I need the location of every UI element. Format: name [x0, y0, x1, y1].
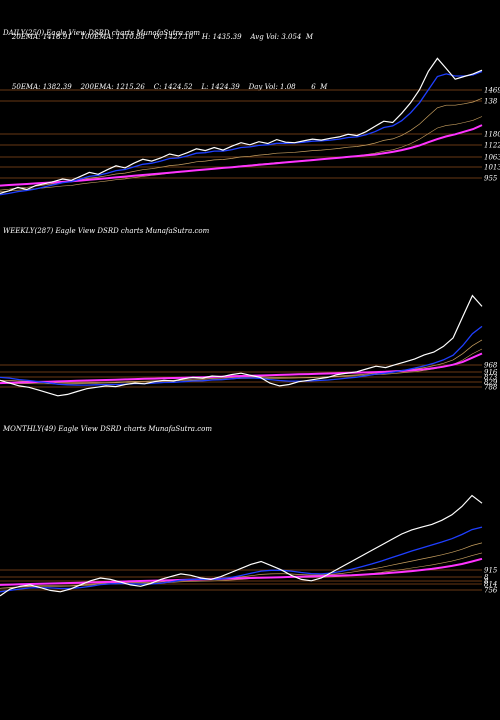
- daily-level-label: 1013: [484, 164, 500, 172]
- stat-day-vol: Day Vol: 1.08 6 M: [248, 83, 328, 91]
- daily-level-label: 1063: [484, 154, 500, 162]
- monthly-level-label: 814: [484, 581, 497, 589]
- stats-row-2: 50EMA: 1382.39 200EMA: 1215.26 C: 1424.5…: [3, 72, 327, 102]
- stat-high: H: 1435.39: [201, 33, 242, 41]
- daily-level-label: 955: [484, 175, 498, 183]
- stat-100ema: 100EMA: 1310.88: [80, 33, 145, 41]
- weekly-ema-short-line: [0, 325, 483, 386]
- weekly-level-label: 873: [484, 374, 498, 382]
- monthly-ema-long-line: [0, 557, 483, 586]
- weekly-level-label: 829: [484, 379, 498, 387]
- daily-level-label: 1469: [484, 87, 500, 95]
- stat-20ema: 20EMA: 1418.91: [11, 33, 72, 41]
- weekly-level-label: 788: [484, 384, 498, 392]
- monthly-level-label: 756: [484, 587, 498, 595]
- daily-ema-long-line: [0, 124, 483, 187]
- weekly-ema-band-2: [0, 348, 483, 385]
- daily-level-label: 1122: [484, 142, 500, 150]
- monthly-ema-band-2: [0, 552, 483, 589]
- monthly-level-label: 8: [484, 574, 489, 582]
- stat-avg-vol: Avg Vol: 3.054 M: [250, 33, 314, 41]
- daily-panel-title: DAILY(250) Eagle View DSRD charts Munafa…: [2, 29, 200, 37]
- stat-200ema: 200EMA: 1215.26: [80, 83, 145, 91]
- monthly-price-line: [0, 494, 483, 597]
- weekly-panel-title: WEEKLY(287) Eagle View DSRD charts Munaf…: [3, 227, 210, 235]
- monthly-panel-title: MONTHLY(49) Eagle View DSRD charts Munaf…: [2, 425, 212, 433]
- stat-close: C: 1424.52: [153, 83, 193, 91]
- daily-ema-short-line: [0, 70, 483, 196]
- daily-level-label: 138: [484, 98, 498, 106]
- weekly-level-label: 916: [484, 369, 498, 377]
- daily-price-line: [0, 57, 483, 194]
- monthly-level-label: 915: [484, 567, 498, 575]
- stat-low: L: 1424.39: [201, 83, 240, 91]
- monthly-level-label: 8: [484, 578, 489, 586]
- weekly-price-line: [0, 294, 483, 397]
- stat-open: O: 1427.10: [153, 33, 194, 41]
- stats-header: 20EMA: 1418.91 100EMA: 1310.88 O: 1427.1…: [3, 2, 327, 112]
- weekly-level-label: 968: [484, 362, 498, 370]
- daily-level-label: 1180: [484, 131, 500, 139]
- monthly-ema-band-1: [0, 542, 483, 589]
- stats-row-1: 20EMA: 1418.91 100EMA: 1310.88 O: 1427.1…: [3, 22, 327, 52]
- monthly-ema-short-line: [0, 526, 483, 593]
- stat-50ema: 50EMA: 1382.39: [11, 83, 72, 91]
